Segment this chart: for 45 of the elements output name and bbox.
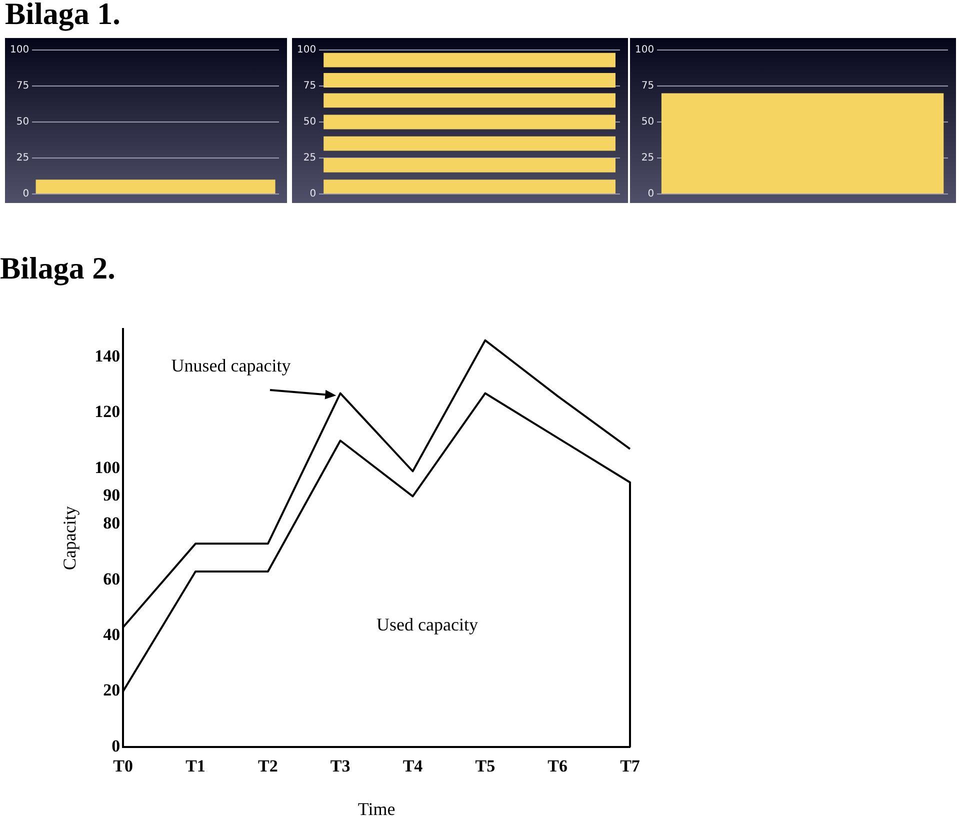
bar (324, 93, 616, 108)
y-tick-label: 25 (303, 152, 316, 164)
y-tick-label: 80 (103, 514, 120, 533)
y-tick-label: 0 (310, 188, 316, 200)
y-tick-label: 90 (103, 486, 120, 505)
y-tick-label: 0 (22, 188, 30, 200)
y-tick-label: 100 (296, 44, 316, 56)
y-tick-label: 25 (16, 152, 30, 164)
y-tick-label: 0 (648, 188, 654, 200)
y-tick-label: 50 (303, 116, 316, 128)
y-tick-label: 25 (641, 152, 654, 164)
x-tick-label: T7 (620, 756, 640, 776)
y-tick-label: 100 (634, 44, 654, 56)
x-tick-label: T0 (113, 756, 134, 776)
y-tick-label: 100 (10, 44, 30, 56)
y-tick-label: 100 (94, 458, 120, 477)
x-tick-label: T5 (475, 756, 496, 776)
chart-title: Bilaga 1. (5, 0, 120, 32)
chart-title: Bilaga 2. (0, 250, 116, 286)
bar (324, 136, 616, 151)
y-tick-label: 75 (303, 80, 316, 92)
x-tick-label: T2 (258, 756, 278, 776)
y-tick-label: 75 (641, 80, 654, 92)
y-tick-label: 40 (103, 624, 120, 644)
y-tick-label: 50 (16, 116, 30, 128)
y-tick-label: 50 (641, 116, 654, 128)
x-tick-label: T6 (548, 756, 568, 776)
bar (324, 73, 616, 88)
annotation: Used capacity (376, 614, 478, 635)
y-tick-label: 120 (94, 402, 120, 422)
y-tick-label: 140 (94, 346, 120, 366)
y-tick-label: 75 (16, 80, 30, 92)
y-axis-title: Capacity (60, 506, 80, 570)
y-tick-label: 60 (103, 569, 120, 588)
bar (324, 180, 616, 194)
x-tick-label: T1 (186, 756, 206, 776)
x-tick-label: T3 (330, 756, 350, 776)
x-tick-label: T4 (402, 756, 424, 776)
bar (324, 52, 616, 68)
y-tick-label: 20 (103, 680, 120, 700)
y-tick-label: 0 (112, 736, 120, 756)
bar (324, 114, 616, 130)
bar (324, 158, 616, 172)
annotation: Unused capacity (171, 356, 291, 376)
x-axis-title: Time (358, 798, 396, 819)
